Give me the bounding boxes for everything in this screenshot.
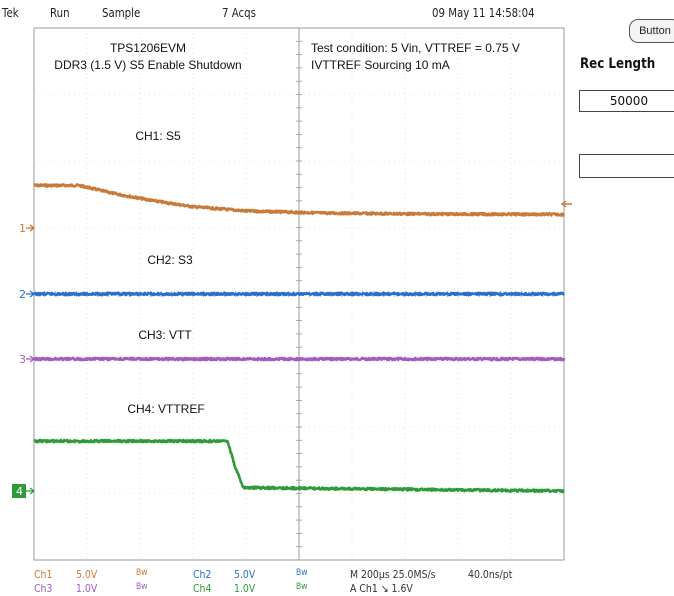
channel-readout: Ch1 5.0V Bw Ch2 5.0V Bw M 200µs 25.0MS/s… xyxy=(0,564,674,596)
brand-label: Tek xyxy=(2,6,19,20)
scope-status-bar: Tek Run Sample 7 Acqs 09 May 11 14:58:04 xyxy=(0,0,674,26)
rec-length-title: Rec Length xyxy=(580,56,656,72)
ch4-trace xyxy=(33,438,565,494)
ch1-marker[interactable]: 1 xyxy=(19,222,35,235)
ch2-scale: 5.0V xyxy=(234,568,256,581)
ch1-name: Ch1 xyxy=(34,568,53,581)
ch4-label: CH4: VTTREF xyxy=(127,402,204,416)
ch4-scale: 1.0V xyxy=(234,582,256,595)
ch4-name: Ch4 xyxy=(193,582,212,595)
acquisition-count: 7 Acqs xyxy=(222,6,256,20)
rec-length-field[interactable] xyxy=(579,90,674,112)
ch2-marker[interactable]: 2 xyxy=(19,288,35,301)
test-condition-line2: IVTTREF Sourcing 10 mA xyxy=(311,58,450,72)
ch3-name: Ch3 xyxy=(34,582,53,595)
timebase-readout: M 200µs 25.0MS/s xyxy=(350,568,436,581)
svg-text:1: 1 xyxy=(19,222,26,235)
svg-text:4: 4 xyxy=(16,485,23,498)
ch2-name: Ch2 xyxy=(193,568,212,581)
test-condition-line1: Test condition: 5 Vin, VTTREF = 0.75 V xyxy=(311,41,520,55)
ch3-marker[interactable]: 3 xyxy=(19,353,35,366)
svg-text:2: 2 xyxy=(19,288,26,301)
ch2-trace xyxy=(32,291,565,297)
waveform-traces xyxy=(32,183,566,494)
date-time: 09 May 11 14:58:04 xyxy=(432,6,535,20)
plot-subtitle: DDR3 (1.5 V) S5 Enable Shutdown xyxy=(54,58,241,72)
trigger-readout: A Ch1 ↘ 1.6V xyxy=(350,582,413,595)
ch1-trace xyxy=(33,183,566,217)
plot-title: TPS1206EVM xyxy=(110,41,186,55)
ch3-trace xyxy=(33,356,566,362)
ch3-bw: Bw xyxy=(136,582,148,592)
ch3-scale: 1.0V xyxy=(76,582,98,595)
button-softkey[interactable]: Button xyxy=(629,19,674,43)
ch3-label: CH3: VTT xyxy=(138,328,192,342)
ch1-label: CH1: S5 xyxy=(135,129,181,143)
rec-length-value: 50000 xyxy=(609,94,649,108)
acquisition-mode: Sample xyxy=(102,6,141,20)
ch1-bw: Bw xyxy=(136,568,148,578)
svg-text:3: 3 xyxy=(19,353,26,366)
empty-menu-field[interactable] xyxy=(579,154,674,178)
ch2-bw: Bw xyxy=(296,568,308,578)
ch1-scale: 5.0V xyxy=(76,568,98,581)
ch4-bw: Bw xyxy=(296,582,308,592)
resolution-readout: 40.0ns/pt xyxy=(468,568,513,581)
run-state: Run xyxy=(50,6,70,20)
trigger-level-marker[interactable] xyxy=(560,200,572,208)
ch2-label: CH2: S3 xyxy=(147,253,193,267)
ch4-marker[interactable]: 4 xyxy=(12,484,35,498)
